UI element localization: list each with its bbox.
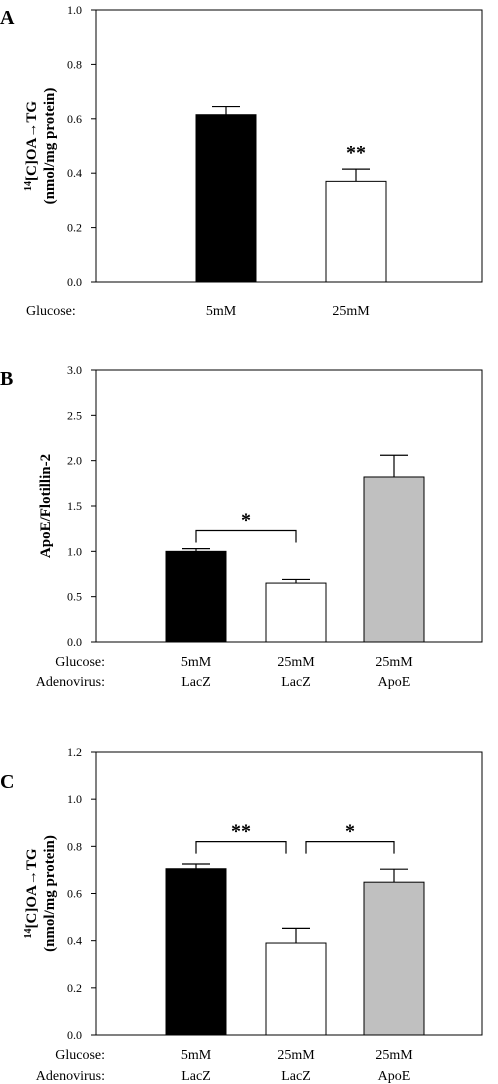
- significance-label: *: [345, 821, 355, 843]
- y-tick-label: 1.5: [67, 499, 82, 513]
- condition-row-label: Adenovirus:: [36, 1069, 105, 1084]
- y-tick-label: 0.8: [67, 839, 82, 853]
- significance-label: **: [231, 821, 251, 843]
- category-label: 5mM: [181, 1048, 212, 1063]
- y-tick-label: 1.0: [67, 544, 82, 558]
- category-label: ApoE: [378, 1069, 411, 1084]
- y-tick-label: 1.0: [67, 3, 82, 17]
- significance-label: **: [346, 142, 366, 164]
- category-label: ApoE: [378, 675, 411, 690]
- y-tick-label: 0.2: [67, 981, 82, 995]
- bar: [195, 114, 257, 283]
- category-label: LacZ: [281, 675, 311, 690]
- y-axis-label-superscript: 14: [23, 929, 34, 939]
- bar: [325, 180, 387, 283]
- y-tick-label: 1.2: [67, 745, 82, 759]
- y-tick-label: 1.0: [67, 792, 82, 806]
- significance-bracket: [195, 841, 287, 854]
- panel-letter: A: [0, 7, 15, 29]
- y-axis-label-units: (nmol/mg protein): [42, 88, 58, 205]
- y-tick-label: 0.4: [67, 166, 82, 180]
- y-axis-label: 14[C]OA→TG: [23, 848, 41, 938]
- bar: [363, 476, 425, 643]
- category-label: LacZ: [181, 1069, 211, 1084]
- y-tick-label: 0.6: [67, 887, 82, 901]
- y-tick-label: 3.0: [67, 363, 82, 377]
- y-tick-label: 0.0: [67, 275, 82, 289]
- bar: [265, 582, 327, 643]
- panel-letter: B: [0, 368, 13, 390]
- y-axis-label-superscript: 14: [23, 181, 34, 191]
- significance-label: *: [241, 509, 251, 531]
- bar: [165, 868, 227, 1036]
- bar: [165, 550, 227, 643]
- chart-panel-b: B 0.0 0.5 1.0 1.5 2.0 2.5 3.0 ApoE/Flotillin-2 * G…: [0, 363, 483, 690]
- category-label: 25mM: [277, 1048, 315, 1063]
- panel-letter: C: [0, 771, 14, 793]
- y-axis-label-main: [C]OA→TG: [24, 101, 40, 181]
- category-label: LacZ: [281, 1069, 311, 1084]
- condition-row-label: Glucose:: [26, 304, 76, 319]
- y-tick-label: 2.5: [67, 408, 82, 422]
- y-tick-label: 0.2: [67, 221, 82, 235]
- y-axis-label-units: (nmol/mg protein): [42, 835, 58, 952]
- category-label: 5mM: [206, 304, 237, 319]
- y-axis-label: ApoE/Flotillin-2: [38, 454, 54, 558]
- y-axis-label-main: [C]OA→TG: [24, 848, 40, 928]
- category-label: LacZ: [181, 675, 211, 690]
- category-label: 5mM: [181, 655, 212, 670]
- category-label: 25mM: [375, 1048, 413, 1063]
- condition-row-label: Glucose:: [55, 655, 105, 670]
- plot-frame: [95, 9, 483, 283]
- y-tick-label: 0.0: [67, 635, 82, 649]
- y-tick-label: 0.8: [67, 57, 82, 71]
- bar: [265, 942, 327, 1036]
- significance-bracket: [195, 529, 297, 543]
- y-tick-label: 0.4: [67, 934, 82, 948]
- category-label: 25mM: [375, 655, 413, 670]
- chart-panel-c: C 0.0 0.2 0.4 0.6 0.8 1.0 1.2 14[C]OA→TG (nmol/mg…: [0, 745, 483, 1084]
- bar: [363, 881, 425, 1036]
- y-tick-label: 0.0: [67, 1028, 82, 1042]
- y-tick-label: 0.6: [67, 112, 82, 126]
- y-axis-label: 14[C]OA→TG: [23, 101, 41, 191]
- significance-bracket: [305, 841, 395, 854]
- condition-row-label: Glucose:: [55, 1048, 105, 1063]
- y-tick-label: 0.5: [67, 590, 82, 604]
- category-label: 25mM: [277, 655, 315, 670]
- chart-panel-a: A 0.0 0.2 0.4 0.6 0.8 1.0 14[C]OA→TG (nmol/mg pr…: [0, 3, 483, 319]
- condition-row-label: Adenovirus:: [36, 675, 105, 690]
- category-label: 25mM: [332, 304, 370, 319]
- y-tick-label: 2.0: [67, 454, 82, 468]
